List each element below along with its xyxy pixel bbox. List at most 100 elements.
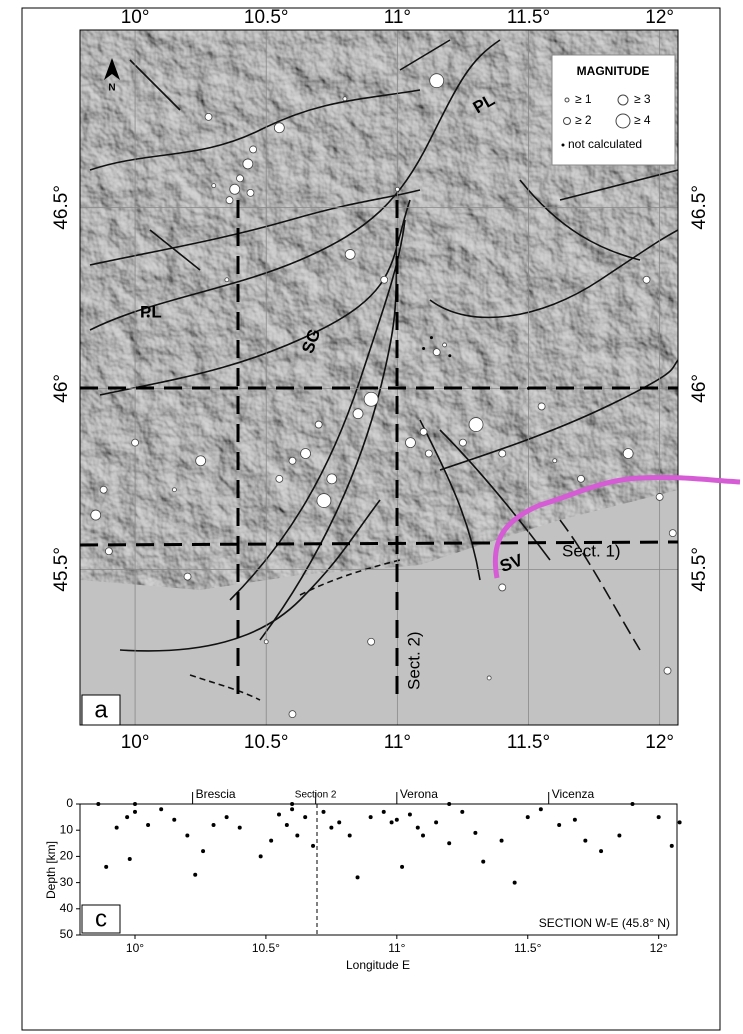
panel-box	[81, 694, 121, 726]
event	[104, 547, 113, 556]
section-label: Sect. 1)	[562, 541, 621, 560]
lat-tick-label: 46.5°	[689, 185, 710, 230]
y-tick-label: 40	[60, 901, 74, 915]
hypocenter	[201, 849, 206, 854]
hypocenter	[303, 815, 308, 820]
hypocenter	[269, 838, 274, 843]
event	[288, 456, 297, 465]
event	[344, 249, 356, 260]
hypocenter	[400, 864, 405, 869]
y-axis-label: Depth [km]	[44, 841, 58, 899]
event	[655, 493, 664, 501]
lon-tick-label: 10.5°	[244, 732, 289, 753]
hypocenter	[677, 820, 682, 825]
event	[405, 437, 416, 449]
event	[663, 666, 672, 675]
event	[527, 386, 530, 390]
chart-title: SECTION W-E (45.8° N)	[539, 916, 670, 930]
panel-box	[81, 904, 121, 934]
place-label: Section 2	[295, 790, 337, 801]
hypocenter	[132, 809, 137, 814]
event	[459, 438, 467, 447]
x-tick-label: 11°	[388, 941, 405, 955]
event	[367, 637, 376, 646]
lon-tick-label: 11.5°	[507, 7, 550, 28]
hypocenter	[114, 825, 119, 830]
event	[498, 583, 507, 592]
legend-symbol	[563, 117, 571, 125]
event	[419, 427, 428, 436]
event	[468, 417, 484, 432]
hypocenter	[617, 833, 622, 838]
event	[380, 275, 389, 284]
x-axis-label: Longitude E	[346, 958, 410, 972]
lat-tick-label: 46°	[689, 374, 710, 403]
y-tick-label: 50	[60, 927, 74, 941]
event	[183, 572, 192, 581]
lat-tick-label: 45.5°	[689, 547, 710, 592]
lon-tick-label: 10°	[121, 732, 150, 753]
event	[275, 474, 284, 483]
hypocenter	[512, 880, 517, 885]
event	[99, 485, 108, 494]
event	[211, 183, 217, 189]
hypocenter	[434, 820, 439, 825]
place-label: Brescia	[196, 787, 236, 801]
north-label: N	[108, 83, 115, 94]
legend-symbol	[615, 113, 631, 129]
panel-label: c	[95, 905, 107, 932]
x-tick-label: 10.5°	[252, 941, 280, 955]
event	[90, 509, 102, 521]
lat-tick-label: 46.5°	[51, 185, 72, 230]
legend-item: not calculated	[568, 137, 642, 151]
y-tick-label: 0	[66, 796, 73, 810]
event	[668, 529, 677, 538]
event	[314, 420, 323, 429]
event	[498, 449, 507, 458]
hypocenter	[96, 802, 101, 806]
hypocenter	[572, 817, 577, 822]
section-lines	[80, 200, 678, 695]
legend-title: MAGNITUDE	[577, 64, 650, 78]
north-arrow	[104, 58, 120, 80]
hypocenter	[583, 838, 588, 843]
section-chart: Depth [km] Longitude E SECTION W-E (45.8…	[44, 787, 682, 972]
event	[326, 473, 338, 485]
place-label: Vicenza	[552, 787, 595, 801]
fault-label: PL	[140, 302, 162, 321]
hypocenter	[146, 822, 151, 827]
event	[273, 122, 285, 134]
hypocenter	[355, 875, 360, 880]
y-tick-label: 20	[60, 849, 74, 863]
event	[172, 487, 177, 493]
event	[424, 449, 433, 458]
event	[352, 408, 364, 420]
event	[486, 675, 492, 681]
map-border	[79, 29, 679, 726]
legend-box	[551, 54, 676, 166]
hypocenter	[368, 815, 373, 820]
hypocenter	[381, 809, 386, 814]
hypocenter	[481, 859, 486, 864]
frame	[21, 7, 721, 1031]
hypocenter	[132, 802, 137, 806]
hypocenter	[224, 815, 229, 820]
event	[342, 96, 348, 102]
hypocenter	[447, 841, 452, 846]
hypocenter	[525, 815, 530, 820]
event	[363, 391, 379, 407]
hypocenter	[125, 815, 130, 820]
lon-tick-label: 12°	[645, 732, 674, 753]
y-tick-label: 10	[60, 822, 74, 836]
x-tick-label: 12°	[650, 941, 668, 955]
lon-tick-label: 11°	[384, 732, 411, 753]
legend-symbol	[617, 94, 629, 106]
hypocenter	[460, 809, 465, 814]
event	[236, 174, 244, 183]
event	[316, 493, 332, 508]
event	[288, 710, 297, 719]
event	[577, 474, 585, 483]
lon-tick-label: 11°	[384, 7, 411, 28]
event	[300, 448, 311, 459]
